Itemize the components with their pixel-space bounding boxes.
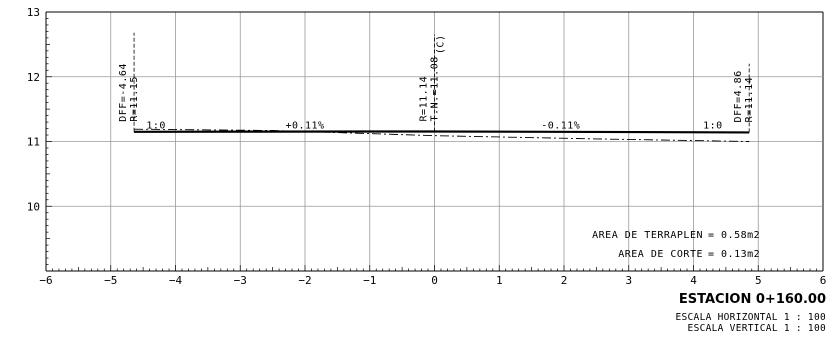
x-tick-label: −2 [298, 274, 311, 287]
offset-label: R=11.15 [129, 76, 140, 122]
x-tick-label: 2 [561, 274, 568, 287]
horizontal-scale-label: ESCALA HORIZONTAL 1 : 100 [676, 312, 827, 323]
axis-ticks [45, 11, 824, 272]
x-tick-label: 6 [820, 274, 827, 287]
fill-area-label: AREA DE TERRAPLEN [592, 230, 703, 241]
offset-markers: DFF=-4.64 R=11.15 R=11.14 T.N.=11.08 DFF=4.8… [118, 32, 755, 133]
y-tick-label: 10 [27, 200, 40, 213]
station-title: ESTACION 0+160.00 [679, 292, 826, 307]
x-tick-label: −1 [363, 274, 376, 287]
design-section-line [134, 130, 750, 134]
x-tick-label: 4 [690, 274, 697, 287]
y-tick-label: 11 [27, 136, 40, 149]
fill-area-value: = 0.58m2 [708, 230, 760, 241]
x-tick-label: 1 [496, 274, 503, 287]
cut-area-label: AREA DE CORTE [618, 249, 703, 260]
grade-left-label: +0.11% [285, 121, 324, 132]
x-tick-label: −4 [169, 274, 183, 287]
x-tick-label: −6 [39, 274, 52, 287]
natural-terrain-line [134, 128, 750, 142]
offset-label: DFF=4.86 [733, 70, 744, 122]
x-tick-label: −3 [234, 274, 247, 287]
offset-label: T.N.=11.08 [430, 56, 441, 121]
x-tick-label: −5 [104, 274, 117, 287]
grade-right-label: -0.11% [541, 121, 580, 132]
x-tick-label: 0 [431, 274, 438, 287]
y-tick-label: 13 [27, 6, 40, 19]
centerline-hub-label: (C) [436, 35, 447, 55]
offset-label: DFF=-4.64 [118, 63, 129, 122]
x-tick-label: 3 [625, 274, 632, 287]
slope-left-side-label: 1:0 [146, 121, 166, 132]
section-lines [134, 128, 750, 142]
offset-label: R=11.14 [744, 77, 755, 123]
x-tick-label: 5 [755, 274, 762, 287]
y-tick-label: 12 [27, 71, 40, 84]
cut-area-value: = 0.13m2 [708, 249, 760, 260]
offset-label: R=11.14 [419, 76, 430, 122]
vertical-scale-label: ESCALA VERTICAL 1 : 100 [688, 323, 826, 334]
slope-right-side-label: 1:0 [703, 121, 723, 132]
